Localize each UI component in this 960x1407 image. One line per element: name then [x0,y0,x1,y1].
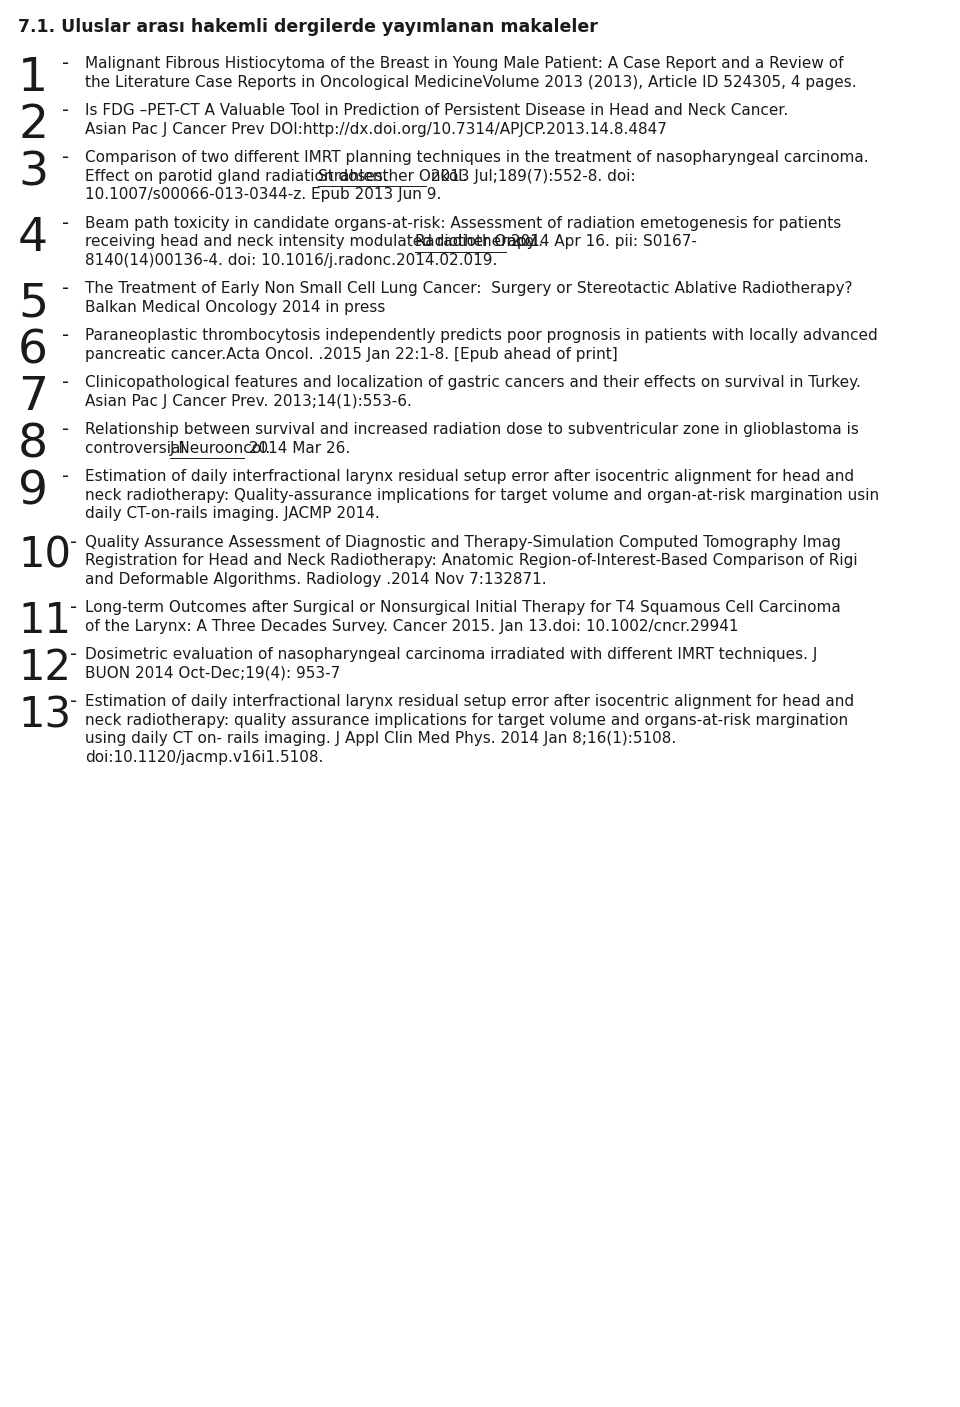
Text: 2014 Apr 16. pii: S0167-: 2014 Apr 16. pii: S0167- [506,234,696,249]
Text: -: - [62,326,69,345]
Text: Estimation of daily interfractional larynx residual setup error after isocentric: Estimation of daily interfractional lary… [85,694,854,709]
Text: Balkan Medical Oncology 2014 in press: Balkan Medical Oncology 2014 in press [85,300,385,315]
Text: Strahlenther Onkol.: Strahlenther Onkol. [318,169,468,183]
Text: neck radiotherapy: Quality-assurance implications for target volume and organ-at: neck radiotherapy: Quality-assurance imp… [85,487,879,502]
Text: Long-term Outcomes after Surgical or Nonsurgical Initial Therapy for T4 Squamous: Long-term Outcomes after Surgical or Non… [85,599,841,615]
Text: Registration for Head and Neck Radiotherapy: Anatomic Region-of-Interest-Based C: Registration for Head and Neck Radiother… [85,553,857,568]
Text: 12: 12 [18,647,71,689]
Text: the Literature Case Reports in Oncological MedicineVolume 2013 (2013), Article I: the Literature Case Reports in Oncologic… [85,75,856,90]
Text: 6: 6 [18,328,48,373]
Text: 3: 3 [18,151,48,196]
Text: -: - [62,214,69,232]
Text: -: - [62,421,69,439]
Text: 7.1. Uluslar arası hakemli dergilerde yayımlanan makaleler: 7.1. Uluslar arası hakemli dergilerde ya… [18,18,598,37]
Text: 5: 5 [18,281,48,326]
Text: The Treatment of Early Non Small Cell Lung Cancer:  Surgery or Stereotactic Abla: The Treatment of Early Non Small Cell Lu… [85,281,852,295]
Text: 2013 Jul;189(7):552-8. doi:: 2013 Jul;189(7):552-8. doi: [426,169,636,183]
Text: Malignant Fibrous Histiocytoma of the Breast in Young Male Patient: A Case Repor: Malignant Fibrous Histiocytoma of the Br… [85,56,844,70]
Text: 11: 11 [18,599,71,642]
Text: BUON 2014 Oct-Dec;19(4): 953-7: BUON 2014 Oct-Dec;19(4): 953-7 [85,666,340,681]
Text: Effect on parotid gland radiation doses.: Effect on parotid gland radiation doses. [85,169,393,183]
Text: -: - [62,279,69,298]
Text: 8: 8 [18,422,48,467]
Text: 13: 13 [18,694,71,736]
Text: Is FDG –PET-CT A Valuable Tool in Prediction of Persistent Disease in Head and N: Is FDG –PET-CT A Valuable Tool in Predic… [85,103,788,118]
Text: 10.1007/s00066-013-0344-z. Epub 2013 Jun 9.: 10.1007/s00066-013-0344-z. Epub 2013 Jun… [85,187,442,203]
Text: Paraneoplastic thrombocytosis independently predicts poor prognosis in patients : Paraneoplastic thrombocytosis independen… [85,328,877,343]
Text: 1: 1 [18,56,48,101]
Text: controversial.: controversial. [85,440,194,456]
Text: 2: 2 [18,103,48,148]
Text: Dosimetric evaluation of nasopharyngeal carcinoma irradiated with different IMRT: Dosimetric evaluation of nasopharyngeal … [85,647,817,663]
Text: neck radiotherapy: quality assurance implications for target volume and organs-a: neck radiotherapy: quality assurance imp… [85,712,848,727]
Text: and Deformable Algorithms. Radiology .2014 Nov 7:132871.: and Deformable Algorithms. Radiology .20… [85,571,546,587]
Text: 10: 10 [18,535,71,577]
Text: Asian Pac J Cancer Prev DOI:http://dx.doi.org/10.7314/APJCP.2013.14.8.4847: Asian Pac J Cancer Prev DOI:http://dx.do… [85,121,667,136]
Text: -: - [62,148,69,167]
Text: -: - [62,53,69,73]
Text: -: - [70,598,77,618]
Text: -: - [70,644,77,664]
Text: -: - [62,467,69,485]
Text: -: - [62,101,69,120]
Text: Comparison of two different IMRT planning techniques in the treatment of nasopha: Comparison of two different IMRT plannin… [85,151,869,165]
Text: 4: 4 [18,215,48,260]
Text: -: - [70,692,77,711]
Text: 2014 Mar 26.: 2014 Mar 26. [244,440,350,456]
Text: J Neurooncol.: J Neurooncol. [170,440,272,456]
Text: daily CT-on-rails imaging. JACMP 2014.: daily CT-on-rails imaging. JACMP 2014. [85,507,380,521]
Text: Estimation of daily interfractional larynx residual setup error after isocentric: Estimation of daily interfractional lary… [85,469,854,484]
Text: Relationship between survival and increased radiation dose to subventricular zon: Relationship between survival and increa… [85,422,859,438]
Text: -: - [62,373,69,393]
Text: Asian Pac J Cancer Prev. 2013;14(1):553-6.: Asian Pac J Cancer Prev. 2013;14(1):553-… [85,394,412,408]
Text: Clinicopathological features and localization of gastric cancers and their effec: Clinicopathological features and localiz… [85,376,861,390]
Text: of the Larynx: A Three Decades Survey. Cancer 2015. Jan 13.doi: 10.1002/cncr.299: of the Larynx: A Three Decades Survey. C… [85,619,738,633]
Text: Quality Assurance Assessment of Diagnostic and Therapy-Simulation Computed Tomog: Quality Assurance Assessment of Diagnost… [85,535,841,550]
Text: receiving head and neck intensity modulated radiotherapy.: receiving head and neck intensity modula… [85,234,543,249]
Text: using daily CT on- rails imaging. J Appl Clin Med Phys. 2014 Jan 8;16(1):5108.: using daily CT on- rails imaging. J Appl… [85,732,676,746]
Text: doi:10.1120/jacmp.v16i1.5108.: doi:10.1120/jacmp.v16i1.5108. [85,750,324,764]
Text: 8140(14)00136-4. doi: 10.1016/j.radonc.2014.02.019.: 8140(14)00136-4. doi: 10.1016/j.radonc.2… [85,252,497,267]
Text: Beam path toxicity in candidate organs-at-risk: Assessment of radiation emetogen: Beam path toxicity in candidate organs-a… [85,215,841,231]
Text: 9: 9 [18,469,48,514]
Text: 7: 7 [18,376,48,421]
Text: Radiother Oncol.: Radiother Oncol. [415,234,542,249]
Text: -: - [70,532,77,552]
Text: pancreatic cancer.Acta Oncol. .2015 Jan 22:1-8. [Epub ahead of print]: pancreatic cancer.Acta Oncol. .2015 Jan … [85,346,617,362]
